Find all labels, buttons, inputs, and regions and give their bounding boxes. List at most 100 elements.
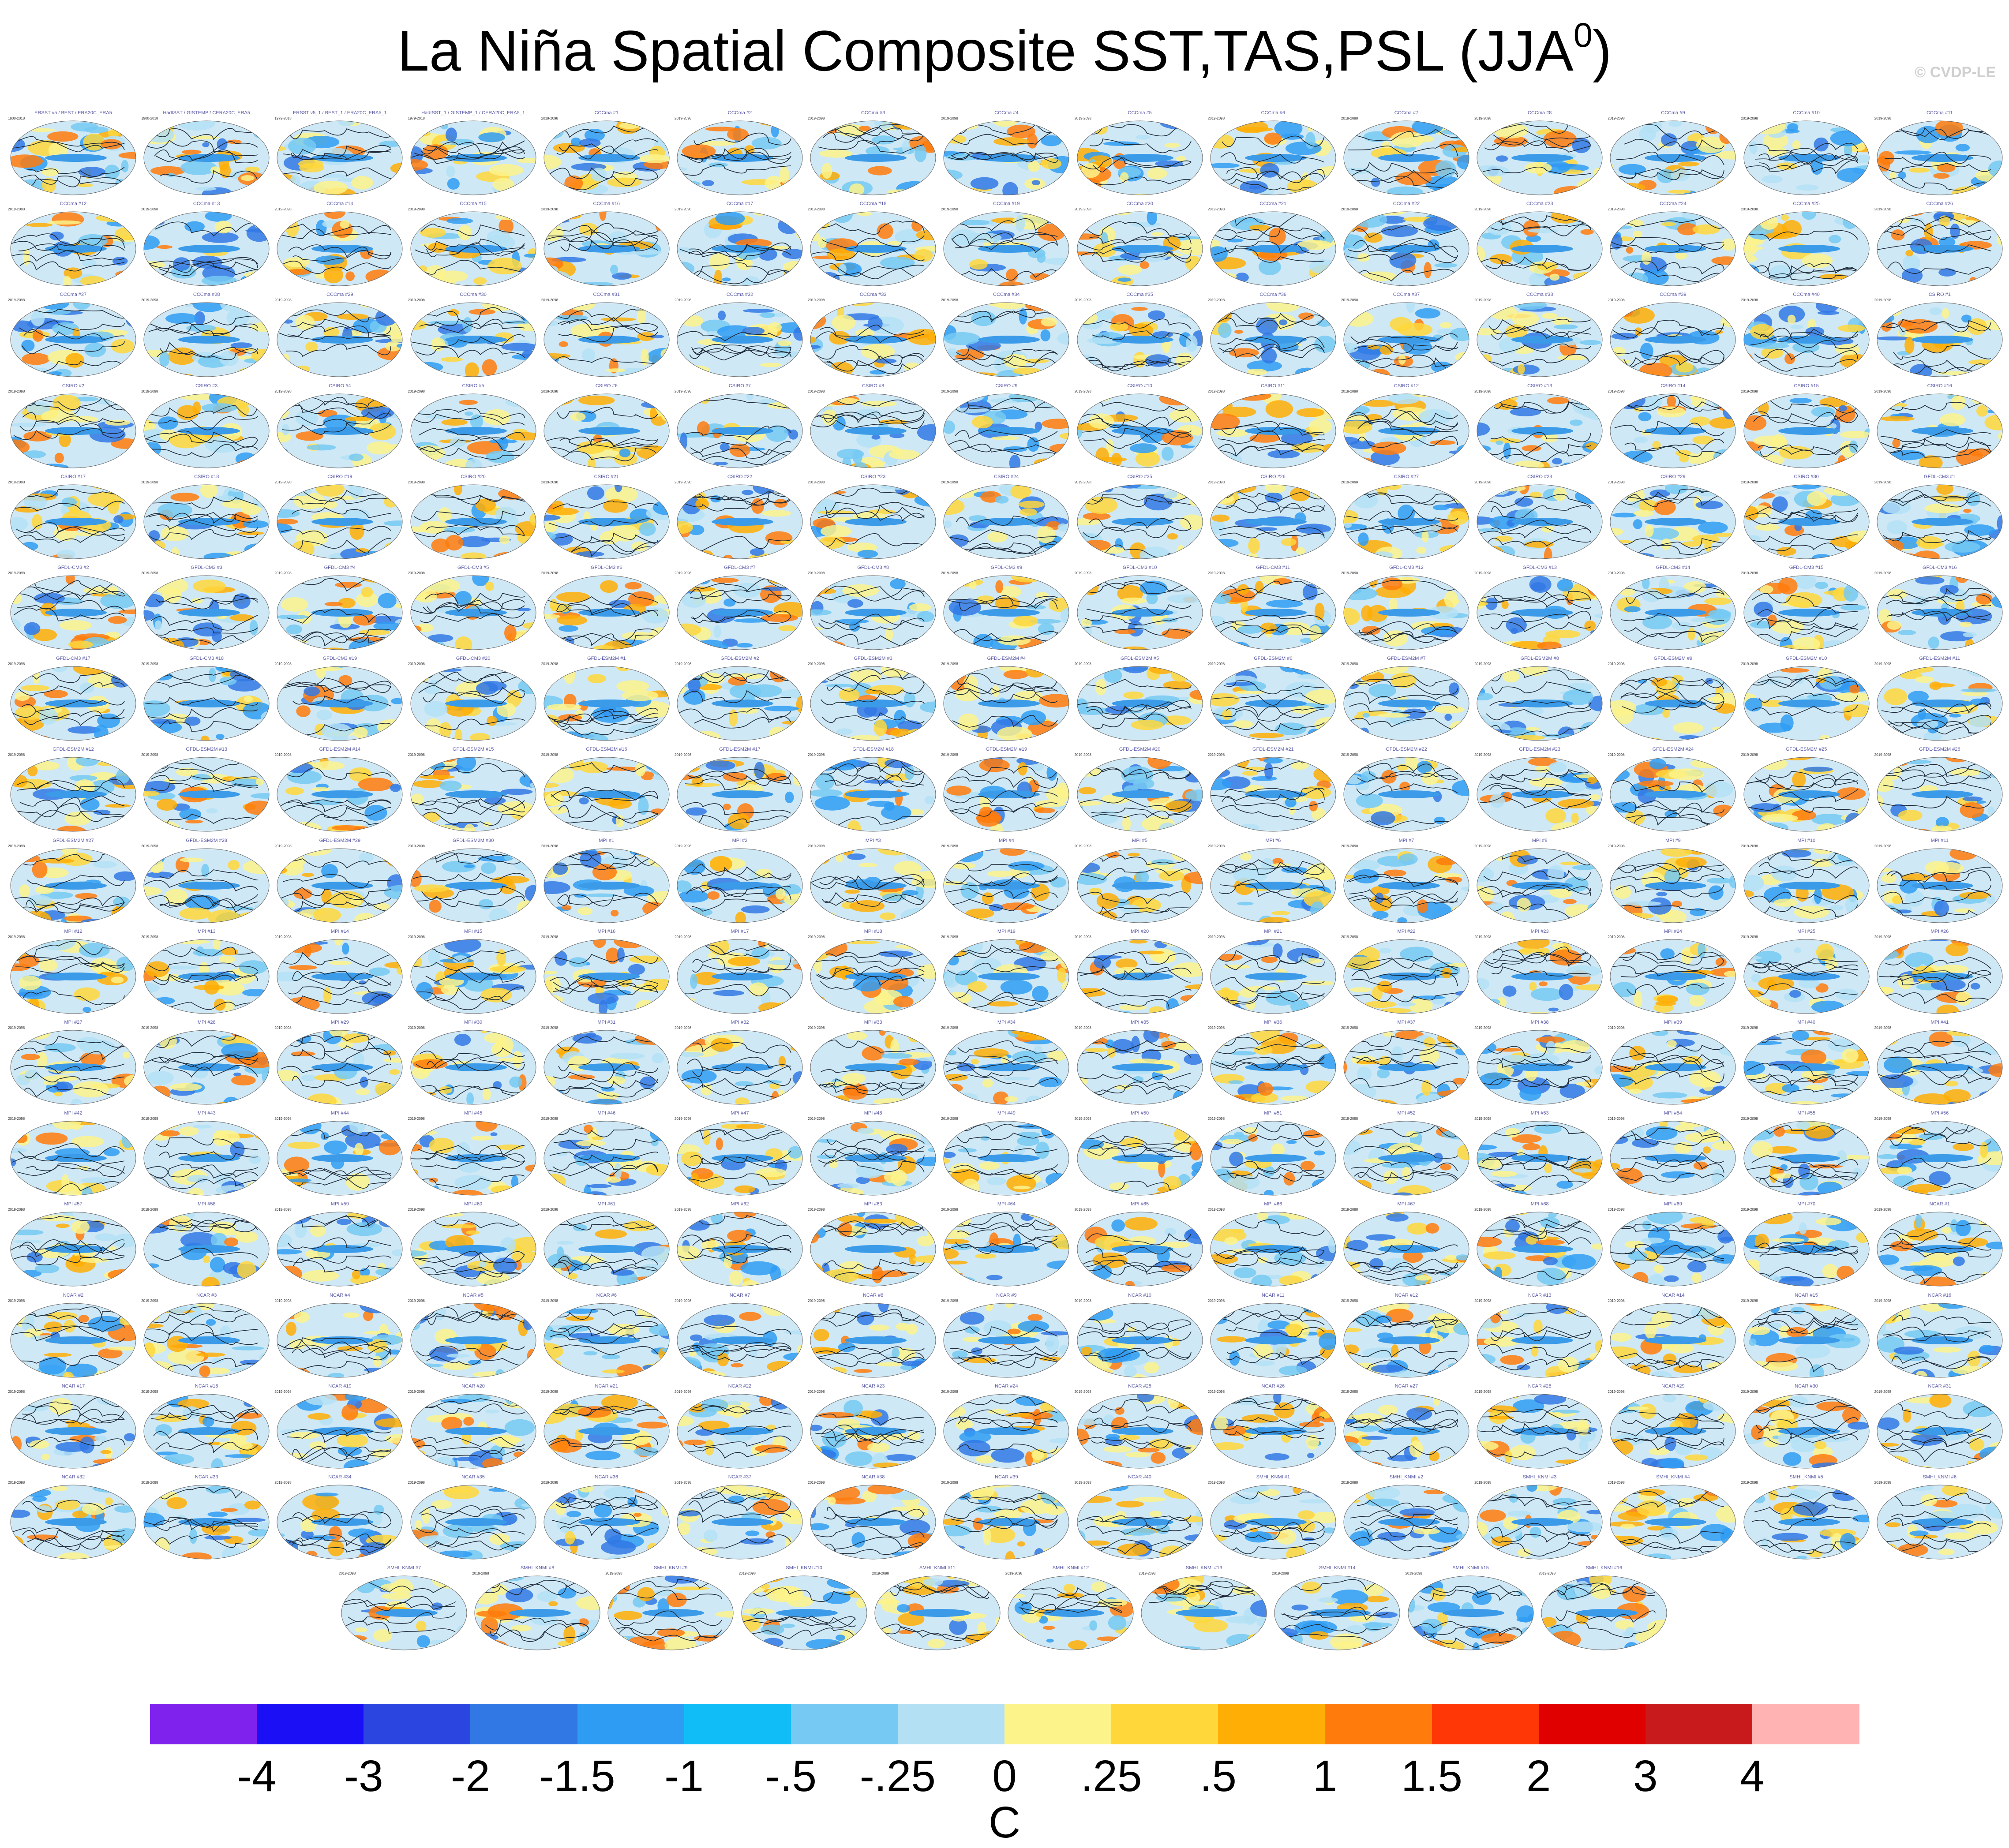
anomaly-blob bbox=[965, 232, 1002, 243]
anomaly-blob bbox=[505, 396, 535, 407]
anomaly-blob bbox=[1886, 757, 1897, 767]
anomaly-blob bbox=[410, 121, 414, 123]
anomaly-blob bbox=[1240, 180, 1268, 194]
anomaly-blob bbox=[1210, 484, 1223, 489]
anomaly-blob bbox=[1477, 246, 1485, 263]
psl-contour bbox=[825, 125, 925, 137]
anomaly-blob bbox=[1161, 628, 1195, 639]
psl-contour bbox=[156, 150, 258, 163]
anomaly-blob bbox=[144, 728, 163, 735]
anomaly-blob bbox=[1089, 374, 1117, 377]
anomaly-blob bbox=[543, 673, 550, 679]
anomaly-blob bbox=[810, 121, 817, 125]
anomaly-blob bbox=[228, 860, 240, 870]
panel-title: GFDL-ESM2M #16 bbox=[586, 747, 627, 752]
psl-contour bbox=[558, 317, 658, 332]
anomaly-blob bbox=[1790, 325, 1803, 329]
anomaly-blob bbox=[1035, 800, 1065, 808]
world-map bbox=[1210, 484, 1336, 559]
anomaly-blob bbox=[283, 319, 293, 324]
map-outline bbox=[810, 302, 936, 377]
anomaly-blob bbox=[1034, 282, 1057, 286]
panel-period: 2019-2098 bbox=[1741, 116, 1758, 120]
panel-title: CSIRO #18 bbox=[194, 474, 219, 479]
equatorial-cold-tongue bbox=[1645, 154, 1707, 162]
anomaly-blob bbox=[1712, 726, 1727, 731]
anomaly-blob bbox=[872, 461, 886, 465]
psl-contour bbox=[823, 132, 925, 145]
anomaly-blob bbox=[543, 858, 549, 865]
anomaly-blob bbox=[686, 303, 705, 308]
psl-contour bbox=[1355, 355, 1458, 367]
anomaly-blob bbox=[83, 133, 105, 151]
world-map bbox=[1743, 302, 1870, 377]
panel-title: GFDL-CM3 #10 bbox=[1122, 565, 1157, 570]
map-panel: GFDL-ESM2M #23 2019-2098 bbox=[1473, 747, 1606, 833]
equatorial-cold-tongue bbox=[1511, 700, 1574, 708]
anomaly-blob bbox=[113, 515, 124, 524]
psl-contour bbox=[1616, 152, 1725, 165]
anomaly-blob bbox=[750, 548, 765, 556]
anomaly-blob bbox=[1079, 279, 1109, 286]
anomaly-blob bbox=[49, 371, 62, 376]
anomaly-blob bbox=[1298, 312, 1314, 321]
anomaly-blob bbox=[1233, 867, 1267, 883]
panel-title: GFDL-ESM2M #1 bbox=[587, 656, 626, 662]
anomaly-blob bbox=[1792, 140, 1801, 150]
anomaly-blob bbox=[1858, 451, 1869, 461]
anomaly-blob bbox=[1891, 450, 1925, 460]
anomaly-blob bbox=[68, 640, 93, 649]
world-map bbox=[1877, 302, 2003, 377]
anomaly-blob bbox=[888, 449, 920, 460]
anomaly-blob bbox=[1346, 775, 1362, 785]
panel-title: GFDL-CM3 #4 bbox=[324, 565, 356, 570]
anomaly-blob bbox=[298, 159, 324, 169]
anomaly-blob bbox=[1457, 155, 1469, 170]
anomaly-blob bbox=[1133, 352, 1146, 368]
world-map bbox=[277, 393, 403, 468]
psl-contour bbox=[677, 164, 791, 176]
anomaly-blob bbox=[1362, 713, 1370, 718]
psl-contour bbox=[556, 146, 658, 160]
map-panel: GFDL-ESM2M #27 2019-2098 bbox=[7, 838, 139, 924]
anomaly-blob bbox=[918, 453, 936, 468]
anomaly-blob bbox=[277, 614, 309, 620]
anomaly-blob bbox=[677, 360, 689, 368]
anomaly-blob bbox=[1190, 179, 1203, 188]
map-panel: CCCma #38 2019-2098 bbox=[1473, 292, 1606, 378]
map-panel: CCCma #4 2019-2098 bbox=[940, 110, 1072, 197]
map-panel: GFDL-CM3 #14 2019-2098 bbox=[1607, 565, 1739, 651]
panel-title: MPI #6 bbox=[1265, 838, 1281, 843]
anomaly-blob bbox=[82, 259, 97, 267]
anomaly-blob bbox=[1612, 212, 1631, 217]
anomaly-blob bbox=[296, 705, 311, 717]
anomaly-blob bbox=[345, 271, 355, 281]
anomaly-blob bbox=[144, 822, 168, 832]
map-panel: GFDL-ESM2M #10 2019-2098 bbox=[1740, 656, 1873, 742]
anomaly-blob bbox=[1211, 514, 1229, 522]
equatorial-cold-tongue bbox=[178, 700, 240, 708]
anomaly-blob bbox=[429, 761, 445, 771]
map-outline bbox=[143, 302, 270, 377]
world-map bbox=[1077, 848, 1203, 923]
anomaly-blob bbox=[867, 316, 883, 331]
anomaly-blob bbox=[465, 362, 479, 377]
anomaly-blob bbox=[570, 137, 581, 146]
psl-contour bbox=[1222, 347, 1325, 359]
anomaly-blob bbox=[917, 611, 934, 622]
panel-title: CCCma #3 bbox=[861, 110, 885, 116]
anomaly-blob bbox=[1344, 311, 1374, 327]
panel-title: HadISST / GISTEMP / CERA20C_ERA5 bbox=[163, 110, 251, 116]
map-panel: CCCma #15 2019-2098 bbox=[407, 201, 540, 288]
equatorial-cold-tongue bbox=[1511, 154, 1574, 162]
anomaly-blob bbox=[1708, 609, 1732, 619]
anomaly-blob bbox=[581, 348, 595, 363]
map-panel: MPI #7 2019-2098 bbox=[1340, 838, 1473, 924]
panel-title: CSIRO #27 bbox=[1394, 474, 1419, 479]
panel-title: CCCma #7 bbox=[1394, 110, 1419, 116]
anomaly-blob bbox=[206, 808, 218, 814]
equatorial-cold-tongue bbox=[1244, 154, 1307, 162]
anomaly-blob bbox=[1902, 319, 1938, 334]
equatorial-cold-tongue bbox=[712, 245, 773, 253]
psl-contour bbox=[290, 319, 392, 336]
